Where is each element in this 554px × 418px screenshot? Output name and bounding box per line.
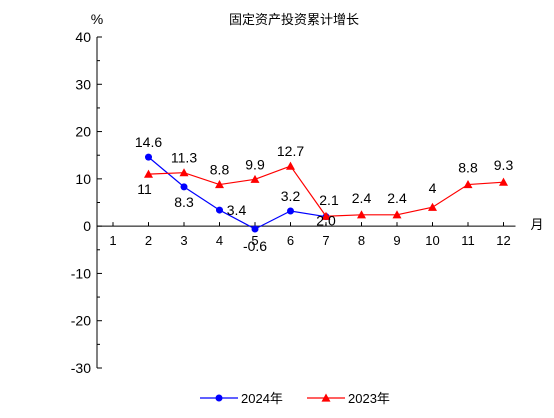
data-label: 11 [137, 181, 152, 197]
x-tick-label: 3 [180, 233, 187, 248]
data-point [463, 180, 473, 189]
y-tick-label: 40 [75, 29, 91, 45]
x-tick-label: 2 [145, 233, 152, 248]
data-label: 8.8 [210, 162, 230, 178]
data-point [321, 393, 331, 402]
data-point [286, 161, 295, 170]
data-label: -0.6 [243, 238, 267, 254]
y-tick-label: -30 [71, 360, 91, 376]
data-label: 2.4 [387, 190, 407, 206]
y-tick-label: 10 [75, 171, 91, 187]
x-tick-label: 4 [216, 233, 223, 248]
data-point [144, 169, 153, 178]
data-point [180, 183, 188, 191]
data-label: 3.2 [281, 188, 301, 204]
data-point [287, 207, 294, 215]
data-point [428, 202, 437, 211]
x-tick-label: 12 [496, 233, 510, 248]
x-tick-label: 8 [358, 233, 365, 248]
x-tick-label: 10 [425, 233, 439, 248]
y-tick-label: 0 [83, 218, 91, 234]
data-label: 8.3 [174, 194, 194, 210]
data-point [215, 180, 224, 189]
data-point [321, 211, 331, 220]
legend: 2024年 2023年 [200, 391, 390, 406]
x-tick-label: 5 [251, 233, 258, 248]
data-point [215, 394, 223, 402]
x-tick-label: 11 [461, 233, 475, 248]
data-point [392, 210, 402, 219]
legend-item: 2024年 [200, 391, 283, 406]
data-point [179, 168, 189, 177]
legend-item: 2023年 [307, 391, 390, 406]
series-line [148, 156, 327, 230]
data-point [145, 153, 152, 161]
legend-label: 2024年 [241, 391, 283, 406]
data-label: 9.9 [245, 156, 265, 172]
data-point [250, 174, 260, 183]
data-point [499, 177, 508, 186]
x-tick-label: 1 [109, 233, 116, 248]
data-label: 11.3 [171, 150, 197, 166]
data-label: 3.4 [227, 202, 247, 218]
data-label: 2.4 [352, 190, 372, 206]
series-layer [144, 153, 508, 233]
data-point [216, 206, 223, 214]
y-axis-unit: % [91, 11, 103, 27]
x-tick-label: 7 [322, 233, 329, 248]
chart-title: 固定资产投资累计增长 [229, 12, 359, 28]
data-point [251, 225, 259, 233]
series-line [148, 165, 504, 217]
x-axis-unit: 月 [530, 217, 543, 232]
data-point [357, 210, 366, 219]
y-tick-label: 20 [75, 124, 91, 140]
data-label: 2.1 [319, 192, 339, 208]
y-tick-label: -20 [71, 313, 91, 329]
data-labels: 14.6 8.3 3.4 -0.6 3.2 2.0 11 11.3 8.8 9.9 12.7 2.1 2… [135, 134, 514, 254]
legend-label: 2023年 [348, 391, 390, 406]
data-label: 9.3 [494, 157, 514, 173]
x-tick-label: 6 [287, 233, 294, 248]
x-tick-label: 9 [393, 233, 400, 248]
data-label: 2.0 [316, 213, 336, 229]
series-2023年 [144, 161, 508, 220]
data-label: 14.6 [135, 134, 162, 150]
data-label: 12.7 [277, 143, 304, 159]
y-tick-label: 30 [75, 76, 91, 92]
data-label: 4 [429, 180, 437, 196]
data-label: 8.8 [458, 160, 478, 176]
y-tick-label: -10 [71, 265, 91, 281]
